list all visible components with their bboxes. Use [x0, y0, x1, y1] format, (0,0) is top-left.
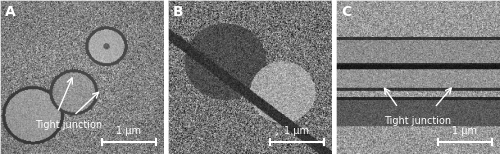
Text: B: B — [173, 5, 184, 19]
Text: Tight junction: Tight junction — [36, 120, 102, 130]
Text: Tight junction: Tight junction — [384, 116, 452, 126]
Text: C: C — [341, 5, 351, 19]
Text: 1 μm: 1 μm — [284, 126, 309, 136]
Text: 1 μm: 1 μm — [116, 126, 141, 136]
Text: 1 μm: 1 μm — [452, 126, 477, 136]
Text: A: A — [5, 5, 15, 19]
